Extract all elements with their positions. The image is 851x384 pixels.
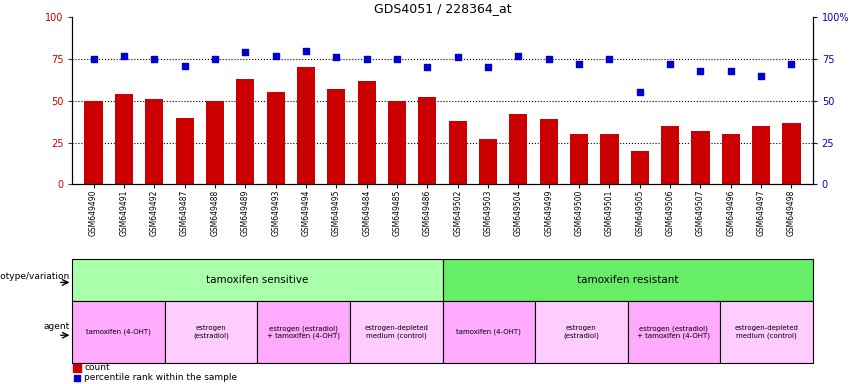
- Point: [147, 56, 161, 62]
- Bar: [257, 301, 350, 363]
- Text: estrogen (estradiol)
+ tamoxifen (4-OHT): estrogen (estradiol) + tamoxifen (4-OHT): [637, 325, 711, 339]
- Point: [511, 53, 525, 59]
- Text: estrogen
(estradiol): estrogen (estradiol): [193, 325, 229, 339]
- Text: tamoxifen sensitive: tamoxifen sensitive: [206, 275, 309, 285]
- Bar: [165, 301, 257, 363]
- Point: [87, 56, 100, 62]
- Bar: [600, 134, 619, 184]
- Point: [451, 54, 465, 60]
- Bar: [627, 301, 720, 363]
- Point: [663, 61, 677, 67]
- Bar: [350, 301, 443, 363]
- Bar: [479, 139, 497, 184]
- Bar: [115, 94, 133, 184]
- Bar: [535, 301, 627, 363]
- Bar: [146, 99, 163, 184]
- Text: estrogen-depleted
medium (control): estrogen-depleted medium (control): [734, 325, 798, 339]
- Bar: [720, 301, 813, 363]
- Point: [572, 61, 585, 67]
- Bar: [357, 81, 376, 184]
- Point: [633, 89, 647, 96]
- Point: [754, 73, 768, 79]
- Point: [208, 56, 222, 62]
- Bar: [443, 301, 535, 363]
- Bar: [73, 364, 81, 372]
- Bar: [206, 101, 224, 184]
- Point: [542, 56, 556, 62]
- Text: estrogen-depleted
medium (control): estrogen-depleted medium (control): [364, 325, 428, 339]
- Point: [603, 56, 616, 62]
- Point: [329, 54, 343, 60]
- Bar: [328, 89, 346, 184]
- Point: [178, 63, 191, 69]
- Point: [269, 53, 283, 59]
- Bar: [540, 119, 557, 184]
- Point: [70, 375, 83, 381]
- Bar: [752, 126, 770, 184]
- Point: [238, 49, 252, 55]
- Bar: [570, 134, 588, 184]
- Point: [785, 61, 798, 67]
- Point: [481, 65, 494, 71]
- Point: [694, 68, 707, 74]
- Point: [360, 56, 374, 62]
- Bar: [448, 121, 467, 184]
- Text: estrogen
(estradiol): estrogen (estradiol): [563, 325, 599, 339]
- Bar: [443, 259, 813, 301]
- Point: [420, 65, 434, 71]
- Bar: [72, 301, 165, 363]
- Bar: [418, 98, 437, 184]
- Title: GDS4051 / 228364_at: GDS4051 / 228364_at: [374, 2, 511, 15]
- Bar: [72, 259, 443, 301]
- Point: [300, 48, 313, 54]
- Bar: [266, 93, 285, 184]
- Point: [724, 68, 738, 74]
- Bar: [509, 114, 528, 184]
- Text: genotype/variation: genotype/variation: [0, 271, 70, 281]
- Text: percentile rank within the sample: percentile rank within the sample: [84, 373, 237, 382]
- Bar: [175, 118, 194, 184]
- Bar: [297, 68, 315, 184]
- Bar: [782, 122, 801, 184]
- Text: tamoxifen resistant: tamoxifen resistant: [577, 275, 678, 285]
- Text: estrogen (estradiol)
+ tamoxifen (4-OHT): estrogen (estradiol) + tamoxifen (4-OHT): [267, 325, 340, 339]
- Text: tamoxifen (4-OHT): tamoxifen (4-OHT): [86, 329, 151, 335]
- Bar: [84, 101, 103, 184]
- Text: count: count: [84, 363, 110, 372]
- Text: agent: agent: [44, 321, 70, 331]
- Bar: [661, 126, 679, 184]
- Point: [391, 56, 404, 62]
- Bar: [631, 151, 648, 184]
- Text: tamoxifen (4-OHT): tamoxifen (4-OHT): [456, 329, 521, 335]
- Bar: [722, 134, 740, 184]
- Bar: [388, 101, 406, 184]
- Bar: [237, 79, 254, 184]
- Point: [117, 53, 131, 59]
- Bar: [691, 131, 710, 184]
